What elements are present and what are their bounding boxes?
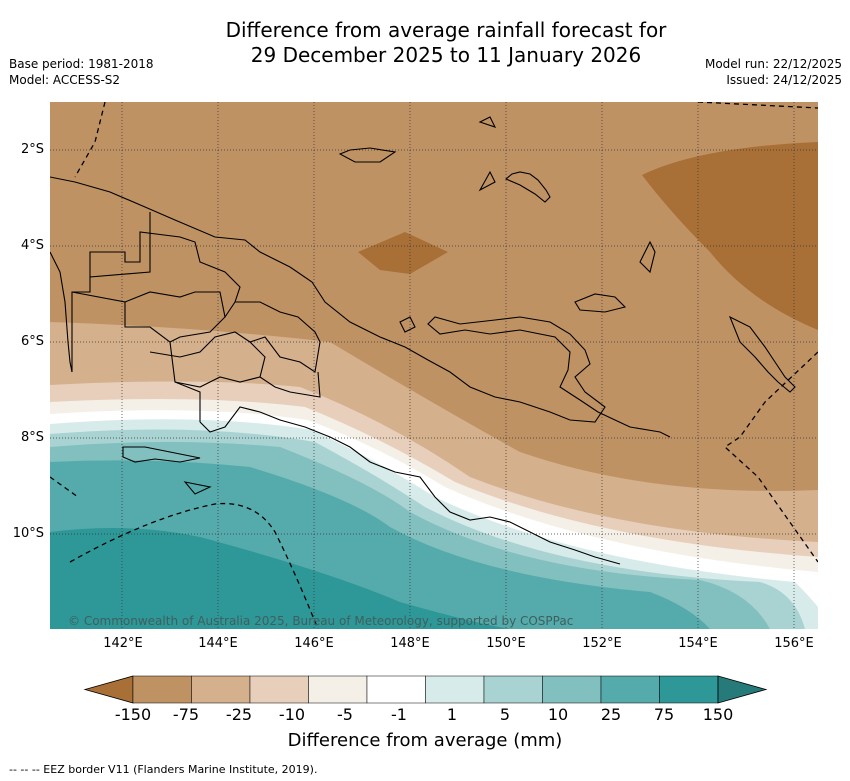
colorbar-label: -5	[337, 705, 353, 724]
colorbar-swatch	[483, 675, 543, 704]
rainfall-map	[50, 102, 818, 629]
colorbar-label: -1	[391, 705, 407, 724]
meta-left: Base period: 1981-2018 Model: ACCESS-S2	[9, 56, 154, 88]
lon-label-144e: 144°E	[198, 636, 238, 651]
issued-date: Issued: 24/12/2025	[726, 73, 842, 87]
colorbar-swatch	[366, 675, 426, 704]
colorbar	[83, 675, 768, 704]
meta-right: Model run: 22/12/2025 Issued: 24/12/2025	[705, 56, 842, 88]
colorbar-swatch	[659, 675, 719, 704]
eez-borders	[50, 102, 818, 629]
model-run: Model run: 22/12/2025	[704, 57, 842, 71]
base-period: Base period: 1981-2018	[9, 57, 154, 71]
lon-label-146e: 146°E	[294, 636, 334, 651]
colorbar-swatch	[542, 675, 602, 704]
colorbar-label: 1	[446, 705, 458, 724]
colorbar-label: 25	[600, 705, 622, 724]
copyright-notice: © Commonwealth of Australia 2025, Bureau…	[68, 614, 574, 628]
model-name: Model: ACCESS-S2	[9, 73, 121, 87]
colorbar-label: -75	[172, 705, 200, 724]
anomaly-band-150-central	[358, 232, 448, 274]
colorbar-swatch	[308, 675, 368, 704]
colorbar-title: Difference from average (mm)	[287, 730, 563, 751]
lon-label-154e: 154°E	[678, 636, 718, 651]
eez-footnote: -- -- -- EEZ border V11 (Flanders Marine…	[9, 763, 318, 776]
colorbar-extend-high	[717, 675, 768, 704]
colorbar-label: 75	[653, 705, 675, 724]
lon-label-142e: 142°E	[103, 636, 143, 651]
colorbar-swatch	[132, 675, 192, 704]
graticule	[50, 102, 818, 629]
lat-label-8s: 8°S	[20, 430, 44, 445]
colorbar-extend-low	[83, 675, 134, 704]
colorbar-swatch	[600, 675, 660, 704]
province-borders	[71, 212, 321, 422]
map-title: Difference from average rainfall forecas…	[0, 18, 850, 68]
colorbar-swatch	[425, 675, 485, 704]
colorbar-label: -150	[114, 705, 152, 724]
lon-label-148e: 148°E	[390, 636, 430, 651]
lon-label-156e: 156°E	[774, 636, 814, 651]
colorbar-swatch	[249, 675, 309, 704]
colorbar-swatch	[191, 675, 251, 704]
anomaly-band-pos150	[50, 528, 510, 629]
colorbar-label: -25	[225, 705, 253, 724]
lat-label-10s: 10°S	[12, 526, 44, 541]
lon-label-150e: 150°E	[486, 636, 526, 651]
anomaly-band-150-east	[642, 142, 818, 330]
lat-label-2s: 2°S	[20, 142, 44, 157]
lat-label-4s: 4°S	[20, 238, 44, 253]
colorbar-label: -10	[278, 705, 306, 724]
colorbar-label: 5	[499, 705, 511, 724]
lon-label-152e: 152°E	[582, 636, 622, 651]
lat-label-6s: 6°S	[20, 334, 44, 349]
coastlines	[50, 116, 796, 565]
colorbar-label: 150	[702, 705, 734, 724]
colorbar-label: 10	[547, 705, 569, 724]
title-line-2: 29 December 2025 to 11 January 2026	[250, 43, 642, 67]
title-line-1: Difference from average rainfall forecas…	[225, 18, 667, 42]
